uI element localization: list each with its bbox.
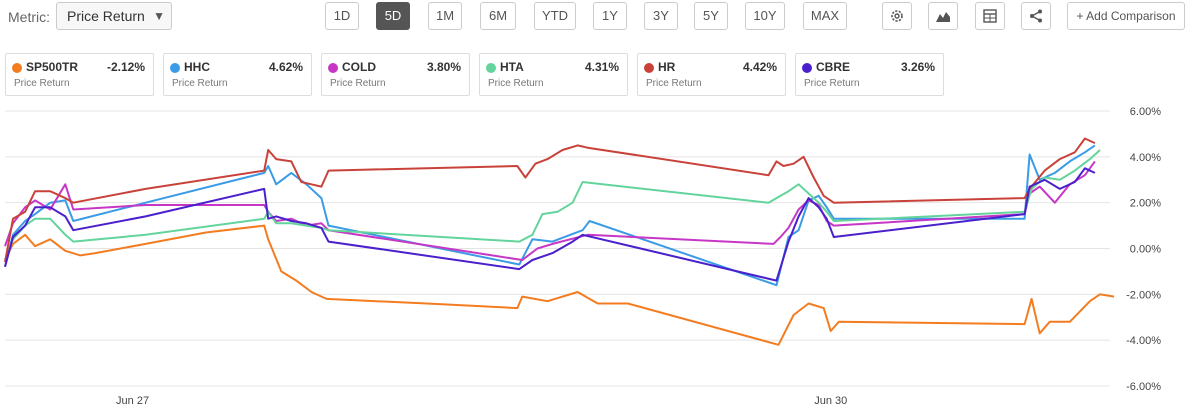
ticker-metric: Price Return	[804, 78, 860, 89]
range-button-10y[interactable]: 10Y	[745, 2, 785, 30]
range-button-5y[interactable]: 5Y	[694, 2, 728, 30]
range-button-3y[interactable]: 3Y	[644, 2, 678, 30]
ticker-metric: Price Return	[330, 78, 386, 89]
x-tick-label: Jun 30	[814, 395, 847, 407]
y-tick-label: 2.00%	[1130, 198, 1161, 210]
series-color-dot	[644, 63, 654, 73]
chart-type-button[interactable]	[928, 2, 958, 30]
ticker-change: -2.12%	[106, 60, 145, 74]
mountain-chart-icon	[936, 12, 950, 22]
table-icon	[983, 9, 997, 23]
ticker-symbol: HHC	[184, 60, 210, 74]
ticker-change: 3.80%	[426, 60, 461, 74]
ticker-metric: Price Return	[172, 78, 228, 89]
metric-label: Metric:	[8, 9, 50, 25]
add-comparison-button[interactable]: + Add Comparison	[1067, 2, 1185, 30]
series-color-dot	[802, 63, 812, 73]
series-color-dot	[170, 63, 180, 73]
price-return-chart[interactable]: 6.00% 4.00% 2.00% 0.00% -2.00% -4.00% -6.00% Ju…	[0, 100, 1196, 414]
gear-icon	[891, 10, 903, 22]
ticker-metric: Price Return	[646, 78, 702, 89]
ticker-metric: Price Return	[14, 78, 70, 89]
ticker-change: 4.42%	[742, 60, 777, 74]
ticker-change: 4.31%	[584, 60, 619, 74]
ticker-symbol: HTA	[500, 60, 524, 74]
ticker-change: 4.62%	[268, 60, 303, 74]
legend-card-hta[interactable]: HTA 4.31% Price Return	[479, 53, 628, 96]
y-tick-label: -6.00%	[1126, 381, 1161, 393]
series-color-dot	[486, 63, 496, 73]
share-button[interactable]	[1021, 2, 1051, 30]
ticker-metric: Price Return	[488, 78, 544, 89]
series-color-dot	[12, 63, 22, 73]
range-button-1d[interactable]: 1D	[325, 2, 359, 30]
y-tick-label: 0.00%	[1130, 244, 1161, 256]
settings-button[interactable]	[882, 2, 912, 30]
series-color-dot	[328, 63, 338, 73]
series-line-sp500tr[interactable]	[4, 224, 1115, 346]
ticker-symbol: COLD	[342, 60, 376, 74]
y-tick-label: 6.00%	[1130, 106, 1161, 118]
x-tick-label: Jun 27	[116, 395, 149, 407]
range-button-6m[interactable]: 6M	[480, 2, 516, 30]
range-button-ytd[interactable]: YTD	[534, 2, 576, 30]
chevron-down-icon: ▼	[153, 9, 165, 23]
ticker-change: 3.26%	[900, 60, 935, 74]
y-tick-label: -4.00%	[1126, 335, 1161, 347]
range-button-1m[interactable]: 1M	[428, 2, 462, 30]
y-tick-label: -2.00%	[1126, 289, 1161, 301]
y-tick-label: 4.00%	[1130, 152, 1161, 164]
legend-card-hhc[interactable]: HHC 4.62% Price Return	[163, 53, 312, 96]
series-line-hhc[interactable]	[4, 144, 1096, 287]
legend-card-cbre[interactable]: CBRE 3.26% Price Return	[795, 53, 944, 96]
share-icon	[1030, 9, 1042, 23]
ticker-symbol: HR	[658, 60, 676, 74]
range-button-5d[interactable]: 5D	[376, 2, 410, 30]
legend-card-cold[interactable]: COLD 3.80% Price Return	[321, 53, 470, 96]
ticker-symbol: SP500TR	[26, 60, 79, 74]
metric-select[interactable]: Price Return ▼	[56, 2, 172, 30]
series-line-hr[interactable]	[4, 137, 1096, 263]
metric-select-value: Price Return	[67, 8, 145, 24]
ticker-symbol: CBRE	[816, 60, 851, 74]
legend-card-hr[interactable]: HR 4.42% Price Return	[637, 53, 786, 96]
range-button-1y[interactable]: 1Y	[593, 2, 627, 30]
table-view-button[interactable]	[975, 2, 1005, 30]
range-button-max[interactable]: MAX	[803, 2, 847, 30]
legend-card-sp500tr[interactable]: SP500TR -2.12% Price Return	[5, 53, 154, 96]
series-line-cbre[interactable]	[4, 167, 1096, 282]
